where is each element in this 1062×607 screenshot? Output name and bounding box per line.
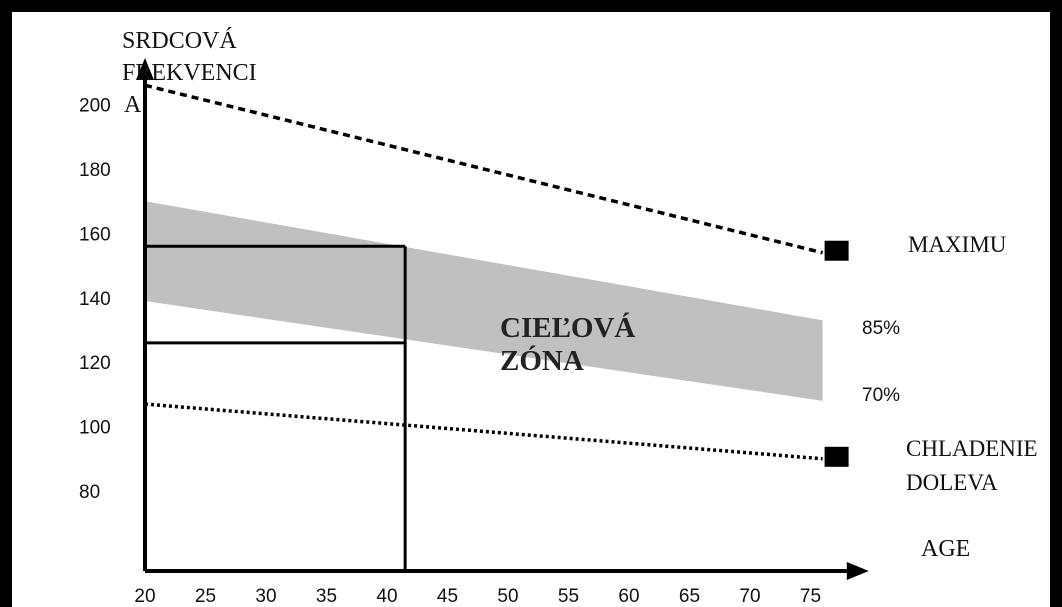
band-upper-label: 85% — [862, 318, 900, 339]
x-tick-label: 60 — [618, 586, 639, 607]
y-tick-label: 180 — [79, 160, 111, 181]
target-zone-label: ZÓNA — [500, 344, 584, 377]
axes-layer — [136, 57, 869, 580]
x-tick-label: 70 — [739, 586, 760, 607]
y-tick-label: 200 — [79, 96, 111, 117]
maximum-line — [144, 83, 824, 255]
y-axis-title: A — [124, 92, 142, 118]
x-tick-label: 50 — [497, 586, 518, 607]
band-lower-label: 70% — [862, 385, 900, 406]
x-tick-label: 25 — [195, 586, 216, 607]
cool-down-line — [144, 402, 823, 461]
y-axis-title: SRDCOVÁ — [122, 28, 237, 54]
cool-down-marker — [824, 446, 849, 467]
y-tick-label: 120 — [79, 353, 111, 374]
maximum-marker — [824, 240, 849, 261]
y-tick-label: 80 — [79, 482, 100, 503]
cool-down-label: DOLEVA — [906, 470, 998, 495]
target-zone-layer — [145, 201, 823, 401]
x-tick-label: 75 — [800, 586, 821, 607]
series-layer — [144, 83, 849, 467]
x-tick-label: 55 — [558, 586, 579, 607]
x-tick-label: 35 — [316, 586, 337, 607]
cool-down-label: CHLADENIE — [906, 436, 1038, 461]
x-axis-title: AGE — [921, 536, 970, 562]
target-zone-label: CIEĽOVÁ — [500, 311, 635, 344]
x-tick-label: 45 — [437, 586, 458, 607]
y-axis-title: FREKVENCI — [122, 60, 257, 86]
target-zone-band — [145, 201, 823, 401]
reference-layer — [145, 244, 407, 571]
y-tick-label: 160 — [79, 224, 111, 245]
x-tick-label: 40 — [376, 586, 397, 607]
y-tick-label: 140 — [79, 289, 111, 310]
x-tick-label: 30 — [255, 586, 276, 607]
y-tick-label: 100 — [79, 418, 111, 439]
maximum-label: MAXIMU — [908, 232, 1007, 257]
x-axis-arrow — [846, 562, 869, 580]
y-axis-arrow — [136, 57, 154, 80]
x-tick-label: 20 — [134, 586, 155, 607]
x-tick-label: 65 — [679, 586, 700, 607]
labels-layer: 20 25 30 35 40 45 50 55 60 65 70 75 80 100 120 140 160 18… — [79, 28, 1038, 607]
